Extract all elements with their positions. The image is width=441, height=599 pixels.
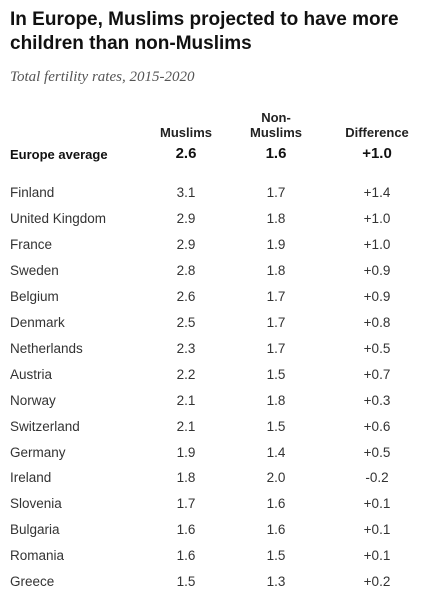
muslims-value: 1.6 [176,522,196,538]
average-label: Europe average [10,147,108,162]
muslims-value: 1.8 [176,470,196,486]
country-name: Belgium [10,288,59,304]
difference-value: +0.2 [363,574,391,590]
muslims-value: 2.9 [176,236,196,252]
difference-value: +0.1 [363,496,391,512]
difference-value: +0.1 [363,522,391,538]
non-muslims-value: 1.5 [266,366,286,382]
table-row: Slovenia 1.7 1.6 +0.1 [0,495,441,521]
country-name: Slovenia [10,496,62,512]
difference-value: +1.0 [363,210,391,226]
non-muslims-value: 1.7 [266,314,286,330]
country-name: Switzerland [10,418,80,434]
difference-value: +0.1 [363,548,391,564]
country-name: Netherlands [10,340,83,356]
difference-value: +0.5 [363,444,391,460]
country-name: France [10,236,53,252]
country-name: Sweden [10,262,59,278]
average-muslims: 2.6 [175,145,197,162]
non-muslims-value: 2.0 [266,470,286,486]
difference-value: +0.7 [363,366,391,382]
non-muslims-value: 1.8 [266,210,286,226]
difference-value: +0.9 [363,288,391,304]
non-muslims-value: 1.5 [266,418,286,434]
table-row: Norway 2.1 1.8 +0.3 [0,392,441,418]
country-name: Bulgaria [10,522,60,538]
chart-subtitle: Total fertility rates, 2015-2020 [10,69,195,85]
muslims-value: 2.1 [176,418,196,434]
table-row: Austria 2.2 1.5 +0.7 [0,366,441,392]
muslims-value: 2.3 [176,340,196,356]
country-name: Norway [10,392,56,408]
table-row: Netherlands 2.3 1.7 +0.5 [0,340,441,366]
country-name: Austria [10,366,53,382]
difference-value: +0.8 [363,314,391,330]
muslims-value: 2.2 [176,366,196,382]
non-muslims-value: 1.8 [266,392,286,408]
table-row: France 2.9 1.9 +1.0 [0,236,441,262]
col-header-muslims: Muslims [159,125,212,140]
muslims-value: 2.1 [176,392,196,408]
difference-value: +1.0 [363,236,391,252]
non-muslims-value: 1.7 [266,288,286,304]
country-name: United Kingdom [10,210,107,226]
non-muslims-value: 1.9 [266,236,286,252]
non-muslims-value: 1.5 [266,548,286,564]
muslims-value: 1.5 [176,574,196,590]
table-row: Denmark 2.5 1.7 +0.8 [0,314,441,340]
table-row: Bulgaria 1.6 1.6 +0.1 [0,521,441,547]
muslims-value: 2.9 [176,210,196,226]
table-row: Romania 1.6 1.5 +0.1 [0,547,441,573]
col-header-non-muslims: Non- Muslims [249,110,302,140]
table-row: Greece 1.5 1.3 +0.2 [0,573,441,599]
chart-title: In Europe, Muslims projected to have mor… [10,9,399,54]
non-muslims-value: 1.4 [266,444,286,460]
table-row: Finland 3.1 1.7 +1.4 [0,184,441,210]
non-muslims-value: 1.6 [266,496,286,512]
muslims-value: 3.1 [176,185,196,200]
non-muslims-value: 1.7 [266,185,286,200]
col-header-difference: Difference [345,125,409,140]
country-name: Finland [10,185,55,200]
difference-value: +0.6 [363,418,391,434]
difference-value: +0.9 [363,262,391,278]
country-name: Denmark [10,314,65,330]
difference-value: +0.3 [363,392,391,408]
table-row: Switzerland 2.1 1.5 +0.6 [0,418,441,444]
muslims-value: 2.6 [176,288,196,304]
country-name: Ireland [10,470,52,486]
table-row: Sweden 2.8 1.8 +0.9 [0,262,441,288]
difference-value: +0.5 [363,340,391,356]
table-row: United Kingdom 2.9 1.8 +1.0 [0,210,441,236]
muslims-value: 1.6 [176,548,196,564]
table-row: Germany 1.9 1.4 +0.5 [0,444,441,470]
difference-value: +1.4 [363,185,391,200]
muslims-value: 1.9 [176,444,196,460]
average-difference: +1.0 [362,145,392,162]
muslims-value: 2.8 [176,262,196,278]
country-name: Germany [10,444,66,460]
muslims-value: 2.5 [176,314,196,330]
country-name: Romania [10,548,65,564]
non-muslims-value: 1.7 [266,340,286,356]
non-muslims-value: 1.3 [266,574,286,590]
table-row: Belgium 2.6 1.7 +0.9 [0,288,441,314]
country-name: Greece [10,574,55,590]
non-muslims-value: 1.8 [266,262,286,278]
non-muslims-value: 1.6 [266,522,286,538]
europe-average-row: Europe average 2.6 1.6 +1.0 [0,145,441,171]
muslims-value: 1.7 [176,496,196,512]
average-non-muslims: 1.6 [265,145,287,162]
table-row: Ireland 1.8 2.0 -0.2 [0,469,441,495]
difference-value: -0.2 [365,470,389,486]
